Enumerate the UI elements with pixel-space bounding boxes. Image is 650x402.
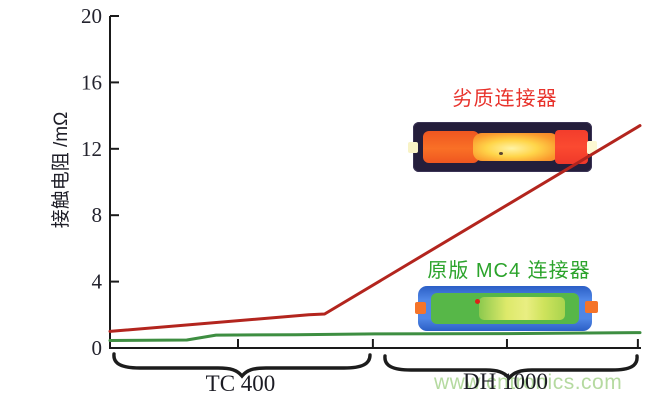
y-tick-label: 16	[81, 70, 102, 94]
watermark: www.cntronics.com	[434, 371, 623, 394]
thermal-bad-marker-dot	[499, 152, 503, 155]
thermal-bad-left-block	[423, 131, 479, 163]
thermal-bad-right-tab	[587, 141, 597, 154]
thermal-bad-left-tab	[408, 142, 418, 153]
thermal-good-right-tab	[585, 301, 598, 313]
brace-tc400	[112, 352, 372, 379]
series-lines	[108, 124, 642, 342]
thermal-good-left-tab	[415, 302, 426, 314]
y-axis-title: 接触电阻 /mΩ	[51, 111, 72, 229]
y-tick-label: 8	[92, 203, 103, 227]
series-line-bad-connector	[108, 124, 642, 333]
thermal-good-body	[431, 293, 579, 324]
brace-dh1000	[383, 354, 639, 381]
annotation-good-connector: 原版 MC4 连接器	[427, 260, 591, 282]
thermal-good-warm-strip	[479, 297, 565, 320]
y-tick-label: 20	[81, 4, 102, 28]
x-axis-ticks	[236, 339, 639, 348]
x-region-label-dh1000: DH 1000	[463, 369, 548, 394]
x-region-label-tc400: TC 400	[205, 371, 276, 396]
annotation-bad-connector: 劣质连接器	[452, 88, 558, 110]
thermal-bad-hot-center	[473, 133, 559, 161]
y-tick-label: 12	[81, 137, 102, 161]
y-axis-ticks: 0 4 8 12 16 20	[81, 4, 119, 360]
y-tick-label: 4	[92, 270, 103, 294]
thermal-image-good-connector	[415, 286, 598, 331]
y-tick-label: 0	[92, 336, 103, 360]
series-line-good-connector	[108, 331, 642, 342]
thermal-good-marker-dot	[475, 299, 480, 304]
